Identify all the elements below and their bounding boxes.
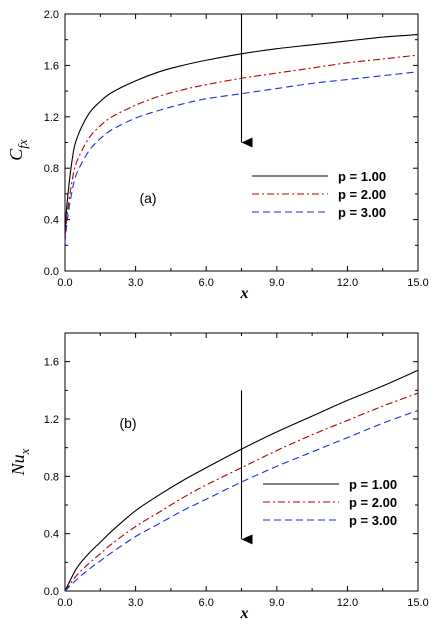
y-axis-label-main: Nu xyxy=(8,454,28,476)
chart-panel-b: 0.0 3.0 6.0 9.0 12.0 15.0 0.0 0.4 0.8 1.2 1.6 p = 1… xyxy=(8,332,429,622)
y-tick-label: 0.0 xyxy=(44,586,59,598)
series-line-1 xyxy=(64,34,419,233)
panel-annotation: (b) xyxy=(119,415,136,431)
x-tick-label: 3.0 xyxy=(128,597,143,609)
y-tick-label: 2.0 xyxy=(44,9,59,21)
y-tick-label: 0.4 xyxy=(44,529,59,541)
y-tick-label: 0.0 xyxy=(44,266,59,278)
legend-label-2: p = 2.00 xyxy=(349,495,397,510)
legend-label-1: p = 1.00 xyxy=(349,477,397,492)
legend-label-3: p = 3.00 xyxy=(349,513,397,528)
x-tick-label: 6.0 xyxy=(199,277,214,289)
y-tick-label: 0.4 xyxy=(44,215,59,227)
y-tick-label: 1.6 xyxy=(44,60,59,72)
y-tick-label: 1.6 xyxy=(44,357,59,369)
y-tick-label: 0.8 xyxy=(44,471,59,483)
x-tick-label: 9.0 xyxy=(269,597,284,609)
series-line-3 xyxy=(64,409,419,592)
legend-label-2: p = 2.00 xyxy=(338,187,386,202)
x-tick-label: 0.0 xyxy=(57,597,72,609)
series-line-3 xyxy=(64,71,419,243)
series-line-1 xyxy=(64,369,419,592)
y-axis-label-main: C xyxy=(6,148,26,161)
y-tick-label: 1.2 xyxy=(44,414,59,426)
legend-label-1: p = 1.00 xyxy=(338,169,386,184)
x-tick-label: 3.0 xyxy=(128,277,143,289)
x-tick-label: 6.0 xyxy=(199,597,214,609)
x-tick-label: 0.0 xyxy=(57,277,72,289)
chart-panel-a: 0.0 3.0 6.0 9.0 12.0 15.0 0.0 0.4 0.8 1.2 1.6 2.0 p … xyxy=(6,9,429,302)
x-tick-label: 12.0 xyxy=(337,277,358,289)
y-axis-label: Cfx xyxy=(6,139,30,161)
series-line-2 xyxy=(64,392,419,592)
x-axis-label: x xyxy=(240,605,249,622)
panel-annotation: (a) xyxy=(139,190,156,206)
y-axis-label-subscript: fx xyxy=(15,139,30,149)
legend-label-3: p = 3.00 xyxy=(338,205,386,220)
y-tick-label: 0.8 xyxy=(44,163,59,175)
y-tick-label: 1.2 xyxy=(44,112,59,124)
y-axis-label-subscript: x xyxy=(17,448,32,455)
x-tick-label: 15.0 xyxy=(407,597,428,609)
x-tick-label: 9.0 xyxy=(269,277,284,289)
x-tick-label: 12.0 xyxy=(337,597,358,609)
y-axis-label: Nux xyxy=(8,448,32,476)
x-tick-label: 15.0 xyxy=(407,277,428,289)
x-axis-label: x xyxy=(240,285,249,302)
